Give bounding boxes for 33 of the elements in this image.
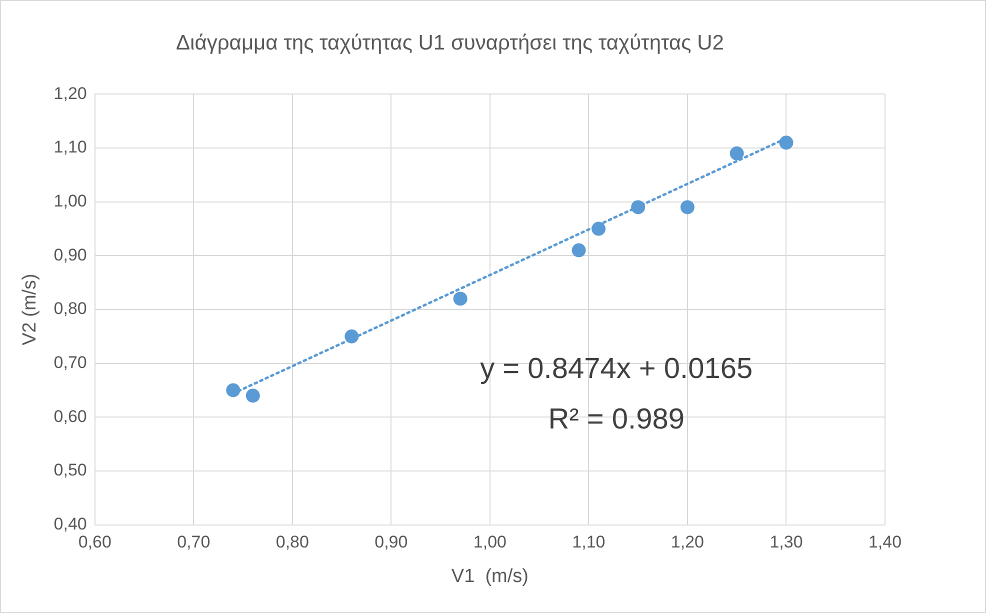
x-tick-label: 1,30 (770, 532, 803, 552)
y-tick-label: 0,60 (54, 406, 87, 426)
annotation: y = 0.8474x + 0.0165 (480, 352, 753, 385)
point (631, 200, 646, 214)
chart-title: Διάγραμμα της ταχύτητας U1 συναρτήσει της ταχύτητας U2 (176, 31, 724, 54)
x-tick-label: 1,40 (868, 532, 902, 552)
y-tick-label: 0,70 (54, 353, 87, 372)
point (572, 243, 586, 258)
y-tick-label: 0,80 (54, 299, 87, 318)
x-tick-label: 1,10 (572, 532, 606, 552)
point (453, 292, 468, 306)
x-tick-label: 0,70 (177, 532, 210, 552)
point (680, 200, 694, 214)
x-tick-label: 0,80 (276, 532, 309, 552)
x-tick-label: 1,00 (473, 532, 506, 552)
y-axis-title: V2 (m/s) (20, 274, 41, 346)
point (730, 146, 744, 160)
x-tick-label: 0,90 (374, 532, 408, 552)
y-tick-label: 0,40 (54, 514, 87, 534)
y-tick-label: 1,10 (54, 138, 87, 157)
y-tick-label: 1,00 (54, 192, 87, 211)
y-tick-label: 0,50 (54, 460, 87, 480)
point (344, 329, 359, 344)
point (226, 383, 240, 398)
point (246, 388, 260, 403)
annotation: R² = 0.989 (548, 404, 684, 436)
y-tick-label: 0,90 (54, 245, 87, 264)
point (592, 222, 606, 236)
point (779, 136, 794, 150)
y-tick-label: 1,20 (54, 84, 87, 103)
x-tick-label: 1,20 (670, 532, 704, 552)
x-axis-title: V1 (m/s) (451, 566, 528, 587)
x-tick-label: 0,60 (78, 532, 112, 552)
